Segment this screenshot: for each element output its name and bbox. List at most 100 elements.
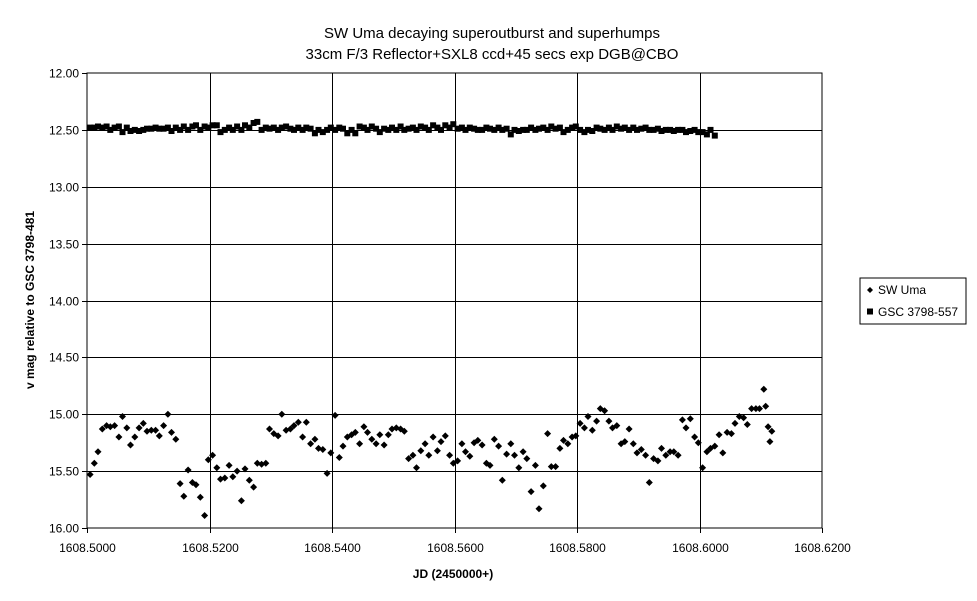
sw-uma-diamond-marker	[490, 435, 498, 443]
gsc-square-marker	[520, 126, 527, 133]
gsc-square-marker	[597, 125, 604, 132]
sw-uma-diamond-marker	[135, 424, 143, 432]
gsc-square-marker	[675, 126, 682, 133]
gsc-square-marker	[385, 126, 392, 133]
gsc-square-marker	[585, 126, 591, 133]
gsc-square-marker	[356, 123, 363, 130]
sw-uma-diamond-marker	[535, 505, 543, 513]
gsc-square-marker	[466, 124, 473, 131]
gsc-square-marker	[172, 124, 179, 131]
gsc-square-marker	[315, 126, 322, 133]
gsc-square-marker	[658, 128, 665, 134]
y-tick-label: 13.00	[49, 181, 79, 195]
sw-uma-diamond-marker	[409, 451, 417, 459]
gsc-square-marker	[344, 130, 351, 137]
sw-uma-diamond-marker	[682, 424, 690, 432]
sw-uma-diamond-marker	[237, 497, 245, 505]
sw-uma-diamond-marker	[376, 431, 384, 439]
gsc-square-marker	[127, 128, 134, 134]
gsc-square-marker	[405, 125, 412, 132]
sw-uma-diamond-marker	[164, 410, 172, 418]
gsc-square-marker	[111, 124, 118, 131]
gsc-square-marker	[442, 122, 449, 129]
sw-uma-diamond-marker	[752, 405, 760, 413]
gsc-square-marker	[605, 124, 612, 131]
gsc-square-marker	[246, 124, 253, 131]
gsc-square-marker	[270, 124, 277, 131]
gsc-square-marker	[434, 124, 441, 131]
gsc-square-marker	[654, 125, 661, 132]
gsc-square-marker	[446, 124, 453, 131]
series-0	[86, 385, 776, 519]
sw-uma-diamond-marker	[474, 436, 482, 444]
gsc-square-marker	[164, 124, 171, 131]
legend-label-gsc-3798-557: GSC 3798-557	[878, 305, 958, 319]
gsc-square-marker	[336, 124, 343, 131]
sw-uma-diamond-marker	[364, 428, 371, 436]
gsc-square-marker	[119, 129, 126, 136]
gsc-square-marker	[450, 121, 457, 128]
sw-uma-diamond-marker	[531, 461, 539, 469]
gsc-square-marker	[552, 125, 559, 132]
sw-uma-diamond-marker	[147, 426, 155, 434]
sw-uma-diamond-marker	[331, 411, 339, 419]
gsc-square-marker	[168, 128, 175, 134]
sw-uma-diamond-marker	[711, 442, 719, 450]
sw-uma-diamond-marker	[290, 422, 298, 430]
gsc-square-marker	[425, 126, 432, 133]
gsc-square-marker	[479, 126, 486, 133]
gsc-square-marker	[373, 125, 380, 132]
x-tick-label: 1608.5000	[59, 541, 116, 555]
plot-area-border	[86, 72, 823, 529]
sw-uma-diamond-marker	[196, 493, 204, 501]
gsc-square-marker	[217, 129, 224, 136]
gsc-square-marker	[376, 129, 383, 136]
sw-uma-diamond-marker	[527, 488, 535, 496]
sw-uma-diamond-marker	[642, 451, 650, 459]
sw-uma-diamond-marker	[327, 449, 335, 457]
gsc-square-marker	[564, 126, 571, 133]
sw-uma-diamond-marker	[507, 440, 515, 448]
x-tick-label: 1608.5200	[182, 541, 239, 555]
sw-uma-diamond-marker	[335, 454, 343, 461]
sw-uma-diamond-marker	[593, 417, 601, 425]
sw-uma-diamond-marker	[666, 448, 674, 456]
gsc-square-marker	[462, 126, 469, 133]
x-tick-label: 1608.6000	[672, 541, 729, 555]
gsc-square-marker	[254, 118, 261, 125]
sw-uma-diamond-marker	[762, 402, 770, 410]
gsc-square-marker	[144, 125, 150, 132]
sw-uma-diamond-marker	[547, 463, 555, 471]
sw-uma-diamond-marker	[245, 476, 253, 484]
legend-diamond-icon	[867, 287, 873, 293]
gsc-square-marker	[327, 124, 334, 131]
gsc-square-marker	[458, 124, 465, 131]
sw-uma-diamond-marker	[123, 424, 131, 432]
gsc-square-marker	[87, 124, 94, 131]
gsc-square-marker	[667, 126, 674, 133]
chart-title-line-2: 33cm F/3 Reflector+SXL8 ccd+45 secs exp …	[306, 46, 679, 63]
sw-uma-diamond-marker	[503, 450, 511, 458]
x-tick-label: 1608.5400	[304, 541, 361, 555]
sw-uma-diamond-marker	[544, 430, 552, 438]
sw-uma-diamond-marker	[241, 465, 249, 473]
series-1	[87, 118, 718, 139]
gsc-square-marker	[515, 128, 522, 134]
gsc-square-marker	[299, 126, 306, 133]
gsc-square-marker	[397, 123, 404, 130]
gsc-square-marker	[491, 126, 498, 133]
gsc-square-marker	[613, 123, 620, 130]
gsc-square-marker	[589, 128, 596, 134]
sw-uma-diamond-marker	[560, 436, 567, 444]
sw-uma-diamond-marker	[209, 451, 217, 459]
gsc-square-marker	[413, 126, 420, 133]
sw-uma-diamond-marker	[180, 492, 188, 500]
sw-uma-diamond-marker	[262, 459, 270, 467]
gsc-square-marker	[319, 129, 326, 136]
sw-uma-diamond-marker	[413, 464, 420, 472]
sw-uma-diamond-marker	[633, 449, 641, 457]
gsc-square-marker	[136, 128, 143, 134]
gsc-square-marker	[152, 124, 159, 131]
gsc-square-marker	[401, 126, 408, 133]
gsc-square-marker	[638, 125, 645, 132]
